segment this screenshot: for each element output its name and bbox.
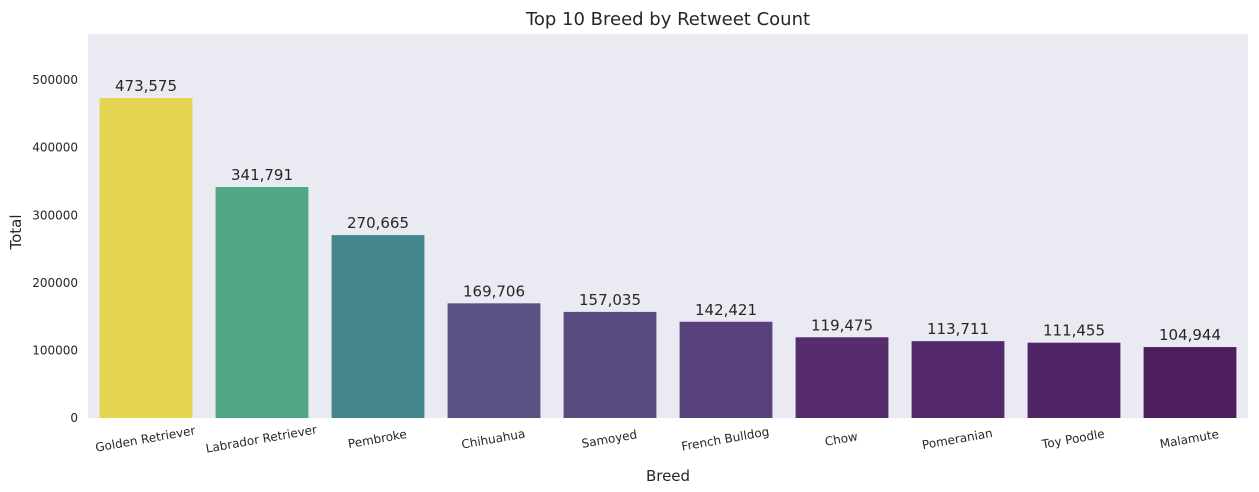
x-tick-label: Pembroke <box>347 427 408 451</box>
bar-6 <box>795 337 889 418</box>
y-tick-label: 300000 <box>32 208 78 222</box>
bar-2 <box>331 235 425 418</box>
x-tick-label: Chow <box>824 429 859 449</box>
bar-value-label: 111,455 <box>1043 322 1105 340</box>
x-tick-label: Pomeranian <box>921 426 994 452</box>
bar-4 <box>563 311 657 418</box>
x-tick-label: Toy Poodle <box>1040 427 1106 452</box>
bar-value-label: 473,575 <box>115 77 177 95</box>
y-tick-label: 100000 <box>32 343 78 357</box>
bar-3 <box>447 303 541 418</box>
bar-value-label: 341,791 <box>231 166 293 184</box>
bar-0 <box>99 98 193 418</box>
x-tick-label: French Bulldog <box>680 424 770 453</box>
bar-value-label: 142,421 <box>695 301 757 319</box>
x-tick-label: Chihuahua <box>460 427 526 452</box>
bar-value-label: 270,665 <box>347 214 409 232</box>
x-tick-label: Labrador Retriever <box>205 422 318 455</box>
y-tick-label: 0 <box>70 411 78 425</box>
bar-value-label: 119,475 <box>811 316 873 334</box>
bar-value-label: 113,711 <box>927 320 989 338</box>
bar-1 <box>215 187 309 418</box>
bar-7 <box>911 341 1005 418</box>
y-axis-ticks: 0 100000 200000 300000 400000 500000 <box>32 73 78 425</box>
bar-9 <box>1143 347 1237 418</box>
y-axis-label: Total <box>7 214 25 250</box>
bar-5 <box>679 321 773 418</box>
x-tick-label: Samoyed <box>580 427 638 451</box>
bar-value-labels: 473,575 341,791 270,665 169,706 157,035 142,4… <box>115 77 1221 344</box>
chart-title: Top 10 Breed by Retweet Count <box>525 9 810 30</box>
y-tick-label: 400000 <box>32 141 78 155</box>
bar-value-label: 104,944 <box>1159 326 1221 344</box>
x-axis-label: Breed <box>646 467 690 485</box>
bar-value-label: 169,706 <box>463 282 525 300</box>
bar-8 <box>1027 342 1121 418</box>
x-tick-label: Golden Retriever <box>94 423 196 454</box>
y-tick-label: 500000 <box>32 73 78 87</box>
bars <box>99 98 1237 418</box>
x-axis-ticks: Golden Retriever Labrador Retriever Pembro… <box>94 422 1220 455</box>
x-tick-label: Malamute <box>1159 427 1220 451</box>
bar-value-label: 157,035 <box>579 291 641 309</box>
y-tick-label: 200000 <box>32 276 78 290</box>
